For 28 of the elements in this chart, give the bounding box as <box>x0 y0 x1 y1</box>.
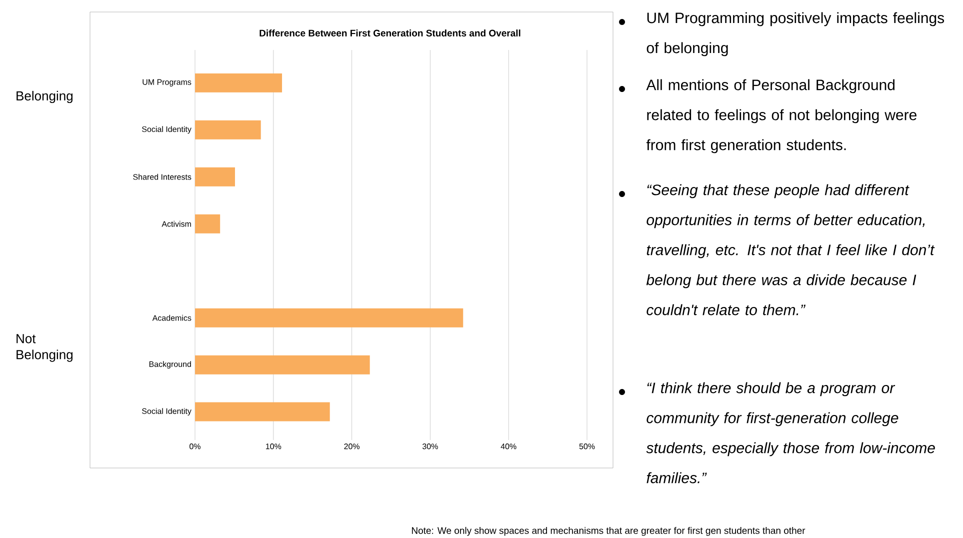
y-tick-label: Social Identity <box>142 408 192 416</box>
x-tick-label: 10% <box>266 444 282 450</box>
text: UM Programming positively impacts feelings of belonging <box>646 12 944 56</box>
bar <box>195 308 464 328</box>
chart-title: Difference Between First Generation Students and Overall <box>260 30 520 36</box>
y-tick-label: Activism <box>162 220 191 227</box>
y-tick-label: Social Identity <box>142 126 192 134</box>
x-tick-label: 40% <box>500 444 516 450</box>
y-tick-label: Academics <box>152 314 192 321</box>
text: All mentions of Personal Background related to feelings of not belonging were from first generation students. <box>646 79 916 154</box>
bar <box>195 73 282 92</box>
bar <box>195 214 220 234</box>
x-tick-label: 20% <box>344 444 360 450</box>
bar <box>195 355 370 374</box>
text: Belonging <box>16 90 73 104</box>
text: Not Belonging <box>16 334 73 362</box>
text: “Seeing that these people had different opportunities in terms of better education, travelling, etc. It's not that I feel like I don’t belong but there was a divide because I couldn't relate to them.” <box>646 184 935 316</box>
bar <box>195 402 330 422</box>
y-tick-label: Background <box>149 361 191 369</box>
y-tick-label: UM Programs <box>142 79 192 86</box>
x-tick-label: 0% <box>190 444 200 450</box>
x-tick-label: 50% <box>579 444 595 450</box>
text: “I think there should be a program or community for first-generation college students, especially those from low-income families.” <box>646 382 935 484</box>
y-tick-label: Shared Interests <box>133 174 192 180</box>
bar <box>195 167 235 186</box>
x-tick-label: 30% <box>422 444 438 450</box>
bar <box>195 120 261 140</box>
text: Note: We only show spaces and mechanisms that are greater for first gen students than other <box>412 526 806 536</box>
